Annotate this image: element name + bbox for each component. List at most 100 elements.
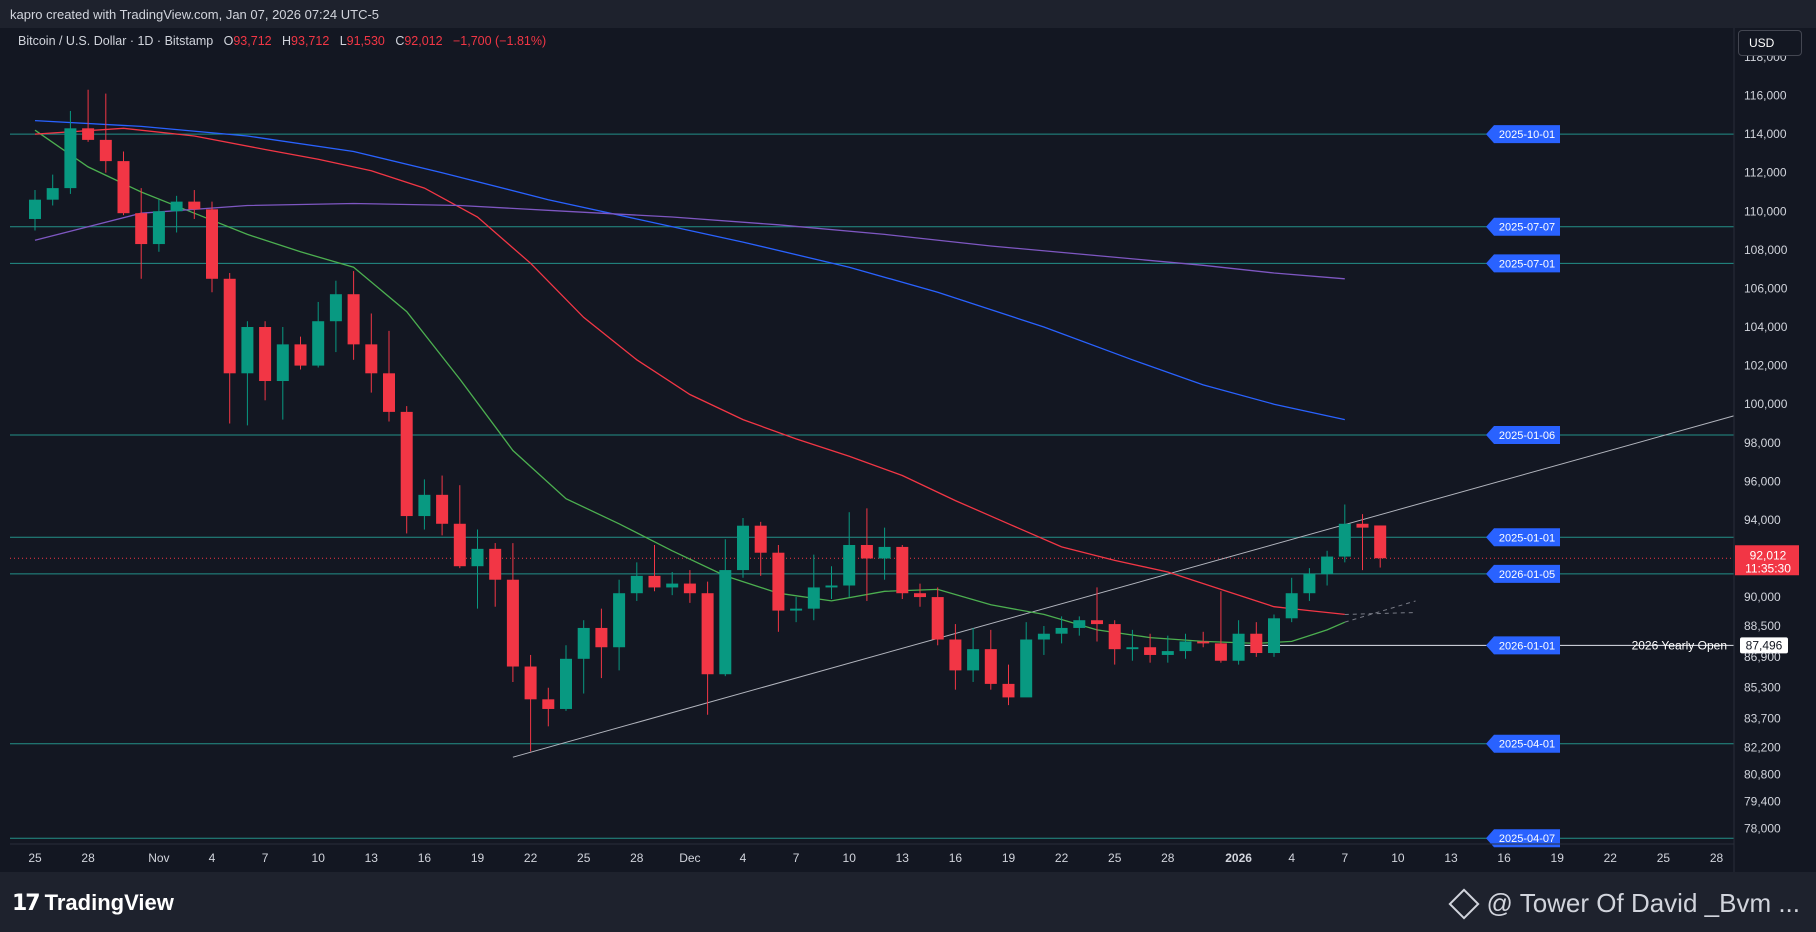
candle <box>896 544 909 600</box>
candle <box>453 485 466 569</box>
candle <box>152 199 165 252</box>
close-label: C <box>395 34 405 48</box>
symbol-label[interactable]: Bitcoin / U.S. Dollar · 1D · Bitstamp <box>18 34 214 48</box>
x-tick-label: 16 <box>418 851 432 865</box>
brand-text: TradingView <box>44 890 174 915</box>
candle-body <box>595 627 608 648</box>
level-tag: 2025-10-01 <box>1486 125 1560 144</box>
candle-body <box>666 583 679 588</box>
high-label: H <box>282 34 292 48</box>
level-tag: 2025-04-01 <box>1486 734 1560 753</box>
candle-body <box>630 575 643 594</box>
candle <box>1356 514 1369 571</box>
candle <box>524 654 537 752</box>
level-tag: 2025-01-01 <box>1486 528 1560 547</box>
candle-body <box>152 211 165 245</box>
y-tick-label: 90,000 <box>1744 590 1781 604</box>
candle <box>489 543 502 607</box>
y-tick-label: 82,200 <box>1744 741 1781 755</box>
candle-body <box>29 199 41 219</box>
candle <box>860 508 873 601</box>
level-tag-shape <box>1486 829 1560 848</box>
x-tick-label: 25 <box>1657 851 1671 865</box>
candle <box>1285 577 1298 623</box>
x-tick-label: 10 <box>843 851 857 865</box>
level-tag: 2025-01-06 <box>1486 426 1560 445</box>
trendline <box>512 415 1735 758</box>
candle-body <box>400 411 413 517</box>
y-tick-label: 100,000 <box>1744 397 1788 411</box>
currency-button[interactable]: USD <box>1738 30 1802 56</box>
x-tick-label: 22 <box>524 851 538 865</box>
x-tick-label: 7 <box>793 851 800 865</box>
candle <box>29 190 41 231</box>
candle-body <box>223 278 236 374</box>
level-tag-shape <box>1486 734 1560 753</box>
x-tick-label: 10 <box>1391 851 1405 865</box>
level-tag-label: 2025-01-01 <box>1499 532 1555 544</box>
horizontal-levels <box>10 133 1734 839</box>
tradingview-logo[interactable]: 17 TradingView <box>12 890 174 916</box>
candle-body <box>259 327 272 382</box>
yearly-open-label: 2026 Yearly Open <box>1632 638 1727 652</box>
candle-body <box>471 548 484 567</box>
candle-body <box>418 494 431 517</box>
x-tick-label: 7 <box>262 851 269 865</box>
candle <box>1374 525 1387 568</box>
candle <box>1002 664 1015 706</box>
candle-body <box>878 546 891 559</box>
level-tag: 2025-07-07 <box>1486 217 1560 236</box>
candle <box>1179 633 1192 659</box>
price-chart[interactable]: 2025-10-01 2025-07-07 2025-07-01 2025-01-06… <box>0 28 1816 872</box>
candle <box>64 110 77 194</box>
low-value: 91,530 <box>346 34 385 48</box>
candle-body <box>1073 620 1086 628</box>
candle <box>1338 504 1351 563</box>
level-tag-shape <box>1486 125 1560 144</box>
level-tag-label: 2026-01-05 <box>1499 569 1555 581</box>
x-tick-label: 4 <box>209 851 216 865</box>
open-label: O <box>223 34 234 48</box>
candle-body <box>99 139 112 162</box>
candles <box>29 89 1387 752</box>
y-tick-label: 102,000 <box>1744 359 1788 373</box>
candle-body <box>1374 525 1387 559</box>
x-tick-label: Dec <box>679 851 700 865</box>
x-tick-label: 19 <box>1002 851 1016 865</box>
trendline-layer <box>512 415 1735 758</box>
candle <box>471 529 484 609</box>
candle-body <box>1037 633 1050 640</box>
candle <box>135 188 148 279</box>
x-tick-label: 19 <box>471 851 485 865</box>
candle <box>1250 622 1263 657</box>
y-tick-label: 86,900 <box>1744 650 1781 664</box>
candle <box>329 280 342 353</box>
candle-body <box>82 128 95 140</box>
level-tag-shape <box>1486 564 1560 583</box>
ma-projection <box>1344 612 1416 615</box>
candle-body <box>1055 627 1068 634</box>
yearly-open-price: 87,496 <box>1746 638 1783 652</box>
x-tick-label: 4 <box>740 851 747 865</box>
candle <box>400 406 413 534</box>
binance-diamond-icon <box>1447 887 1480 920</box>
y-tick-label: 106,000 <box>1744 281 1788 295</box>
candle <box>754 521 767 576</box>
candle <box>1161 635 1174 663</box>
footer-bar: 17 TradingView @ Tower Of David _Bvm ... <box>0 872 1816 932</box>
candle <box>347 271 360 360</box>
y-tick-label: 110,000 <box>1744 204 1787 218</box>
x-tick-label: 28 <box>81 851 95 865</box>
last-price-label: 92,012 <box>1750 548 1787 562</box>
y-axis: 92,01211:35:30118,000116,000114,000112,0… <box>1733 28 1799 872</box>
x-tick-label: 13 <box>365 851 379 865</box>
x-tick-label: 28 <box>630 851 644 865</box>
x-tick-label: 28 <box>1161 851 1175 865</box>
candle <box>843 512 856 598</box>
ma-line-blue <box>34 119 1345 421</box>
ma-line-purple <box>34 202 1345 280</box>
candle <box>1126 629 1139 661</box>
candle <box>914 583 926 607</box>
candle-body <box>737 525 749 571</box>
high-value: 93,712 <box>291 34 330 48</box>
